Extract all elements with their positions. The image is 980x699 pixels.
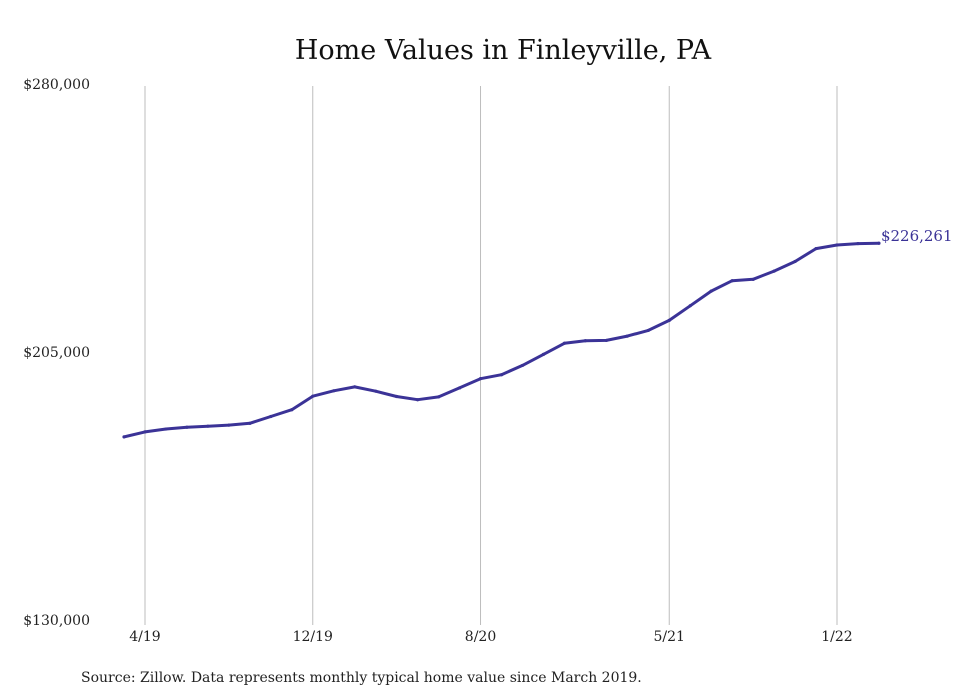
x-tick-label: 4/19 <box>129 629 160 645</box>
chart-title: Home Values in Finleyville, PA <box>295 35 712 66</box>
data-point <box>604 338 608 343</box>
data-point <box>814 246 818 251</box>
data-point <box>269 414 273 419</box>
data-point <box>562 341 566 345</box>
series-line-0 <box>122 241 881 439</box>
data-point <box>877 241 881 245</box>
data-point <box>499 373 504 377</box>
data-point <box>646 328 650 333</box>
data-point <box>772 269 776 273</box>
y-axis: $280,000 $205,000 $130,000 <box>23 77 90 629</box>
x-axis: 4/19 12/19 8/20 5/21 1/22 <box>129 629 852 645</box>
data-point <box>248 421 252 425</box>
data-point <box>667 318 671 323</box>
data-point <box>835 243 839 247</box>
grid <box>144 86 838 625</box>
data-point <box>709 289 713 293</box>
series-layer <box>122 241 881 439</box>
data-point <box>374 389 378 393</box>
data-point <box>185 425 189 429</box>
data-point <box>311 394 315 398</box>
data-point <box>122 435 126 439</box>
data-point <box>332 389 336 393</box>
data-point <box>688 304 692 308</box>
data-point <box>164 427 168 431</box>
data-point <box>395 394 399 399</box>
source-note: Source: Zillow. Data represents monthly … <box>81 670 642 686</box>
y-tick-label: $130,000 <box>23 613 90 629</box>
data-point <box>290 408 294 412</box>
data-point <box>478 377 483 381</box>
data-point <box>520 363 525 368</box>
x-tick-label: 8/20 <box>465 629 496 645</box>
y-tick-label: $205,000 <box>23 345 90 361</box>
data-point <box>227 423 231 427</box>
data-point <box>793 259 797 264</box>
data-point <box>143 430 147 434</box>
data-point <box>625 334 629 338</box>
x-tick-label: 5/21 <box>654 629 685 645</box>
data-point <box>416 398 420 402</box>
data-point <box>856 241 860 246</box>
data-point <box>436 395 441 399</box>
data-point <box>206 424 210 428</box>
data-point <box>751 277 755 281</box>
data-point <box>541 352 546 356</box>
data-point <box>353 385 357 389</box>
data-point <box>583 339 587 343</box>
data-point <box>457 386 462 390</box>
y-tick-label: $280,000 <box>23 77 90 93</box>
data-point <box>730 279 734 283</box>
x-tick-label: 1/22 <box>821 629 852 645</box>
x-tick-label: 12/19 <box>293 629 333 645</box>
end-value-label: $226,261 <box>881 227 953 245</box>
